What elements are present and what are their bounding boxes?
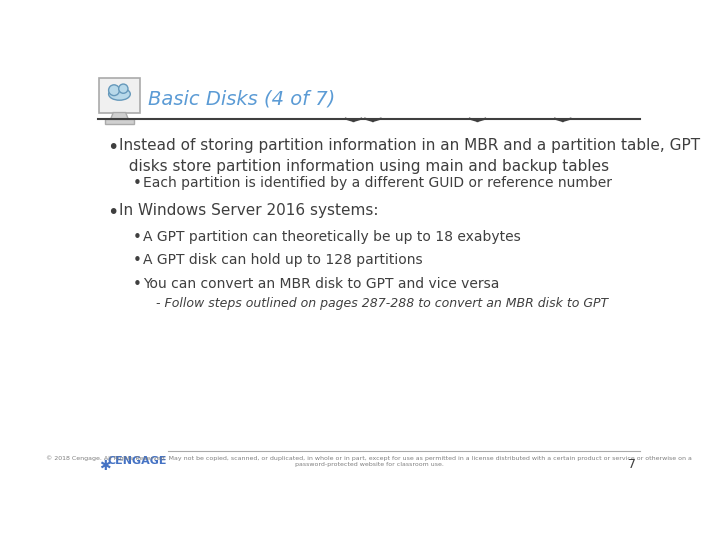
Text: Each partition is identified by a different GUID or reference number: Each partition is identified by a differ… <box>143 177 612 191</box>
Text: •: • <box>132 231 142 245</box>
Text: ✱: ✱ <box>99 459 111 473</box>
Text: •: • <box>107 138 118 157</box>
Circle shape <box>109 85 120 96</box>
Text: 7: 7 <box>629 457 636 470</box>
Text: © 2018 Cengage. All Rights Reserved. May not be copied, scanned, or duplicated, : © 2018 Cengage. All Rights Reserved. May… <box>46 455 692 467</box>
FancyBboxPatch shape <box>105 119 134 124</box>
Text: - Follow steps outlined on pages 287-288 to convert an MBR disk to GPT: - Follow steps outlined on pages 287-288… <box>156 298 608 310</box>
FancyBboxPatch shape <box>99 78 140 113</box>
Text: Instead of storing partition information in an MBR and a partition table, GPT
  : Instead of storing partition information… <box>120 138 701 174</box>
Text: In Windows Server 2016 systems:: In Windows Server 2016 systems: <box>120 204 379 218</box>
Text: A GPT disk can hold up to 128 partitions: A GPT disk can hold up to 128 partitions <box>143 253 423 267</box>
Circle shape <box>119 84 128 93</box>
Polygon shape <box>110 112 129 120</box>
Text: •: • <box>107 204 118 222</box>
Text: •: • <box>132 276 142 292</box>
Ellipse shape <box>109 88 130 100</box>
Text: •: • <box>132 177 142 192</box>
Text: A GPT partition can theoretically be up to 18 exabytes: A GPT partition can theoretically be up … <box>143 231 521 244</box>
Text: CENGAGE: CENGAGE <box>107 456 166 466</box>
Text: Basic Disks (4 of 7): Basic Disks (4 of 7) <box>148 90 336 109</box>
Text: You can convert an MBR disk to GPT and vice versa: You can convert an MBR disk to GPT and v… <box>143 276 499 291</box>
Text: •: • <box>132 253 142 268</box>
